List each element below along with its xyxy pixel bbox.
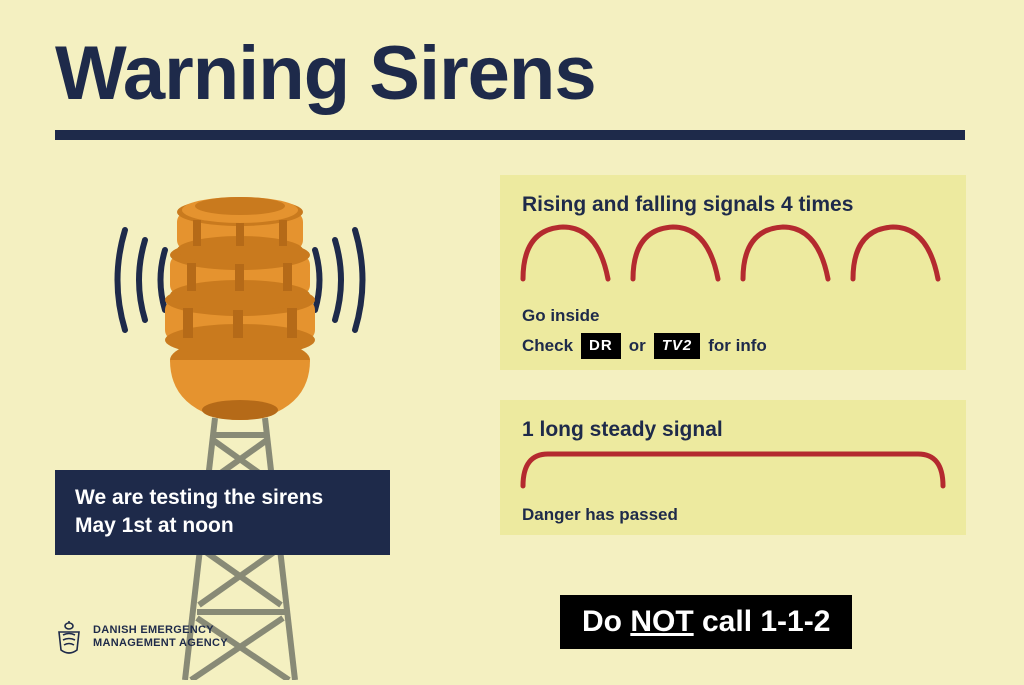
signal-rising-falling-panel: Rising and falling signals 4 times Go in… — [500, 175, 966, 370]
do-not-call-banner: Do NOT call 1-1-2 — [560, 595, 852, 649]
siren-icon — [55, 160, 425, 680]
donotcall-pre: Do — [582, 605, 630, 638]
box1-go-inside: Go inside — [522, 303, 944, 329]
long-steady-signal-icon — [518, 446, 948, 491]
donotcall-not: NOT — [630, 605, 693, 638]
agency-line1: DANISH EMERGENCY — [93, 624, 228, 637]
box2-title: 1 long steady signal — [522, 418, 944, 442]
siren-illustration — [55, 160, 425, 660]
agency-logo-block: DANISH EMERGENCY MANAGEMENT AGENCY — [55, 620, 228, 654]
box2-caption: Danger has passed — [522, 502, 944, 528]
title-underline — [55, 130, 965, 140]
rising-falling-waves-icon — [518, 219, 948, 289]
dr-badge: DR — [581, 333, 621, 360]
agency-crest-icon — [55, 620, 83, 654]
or-label: or — [629, 333, 646, 359]
box1-title: Rising and falling signals 4 times — [522, 193, 944, 217]
banner-line2: May 1st at noon — [75, 512, 370, 540]
tv2-badge: TV2 — [654, 333, 701, 360]
banner-line1: We are testing the sirens — [75, 484, 370, 512]
for-info-label: for info — [708, 333, 767, 359]
box1-check-row: Check DR or TV2 for info — [522, 333, 944, 360]
test-announcement-banner: We are testing the sirens May 1st at noo… — [55, 470, 390, 555]
page-title: Warning Sirens — [55, 30, 596, 117]
check-label: Check — [522, 333, 573, 359]
donotcall-post: call 1-1-2 — [694, 605, 831, 638]
agency-line2: MANAGEMENT AGENCY — [93, 637, 228, 650]
signal-steady-panel: 1 long steady signal Danger has passed — [500, 400, 966, 535]
